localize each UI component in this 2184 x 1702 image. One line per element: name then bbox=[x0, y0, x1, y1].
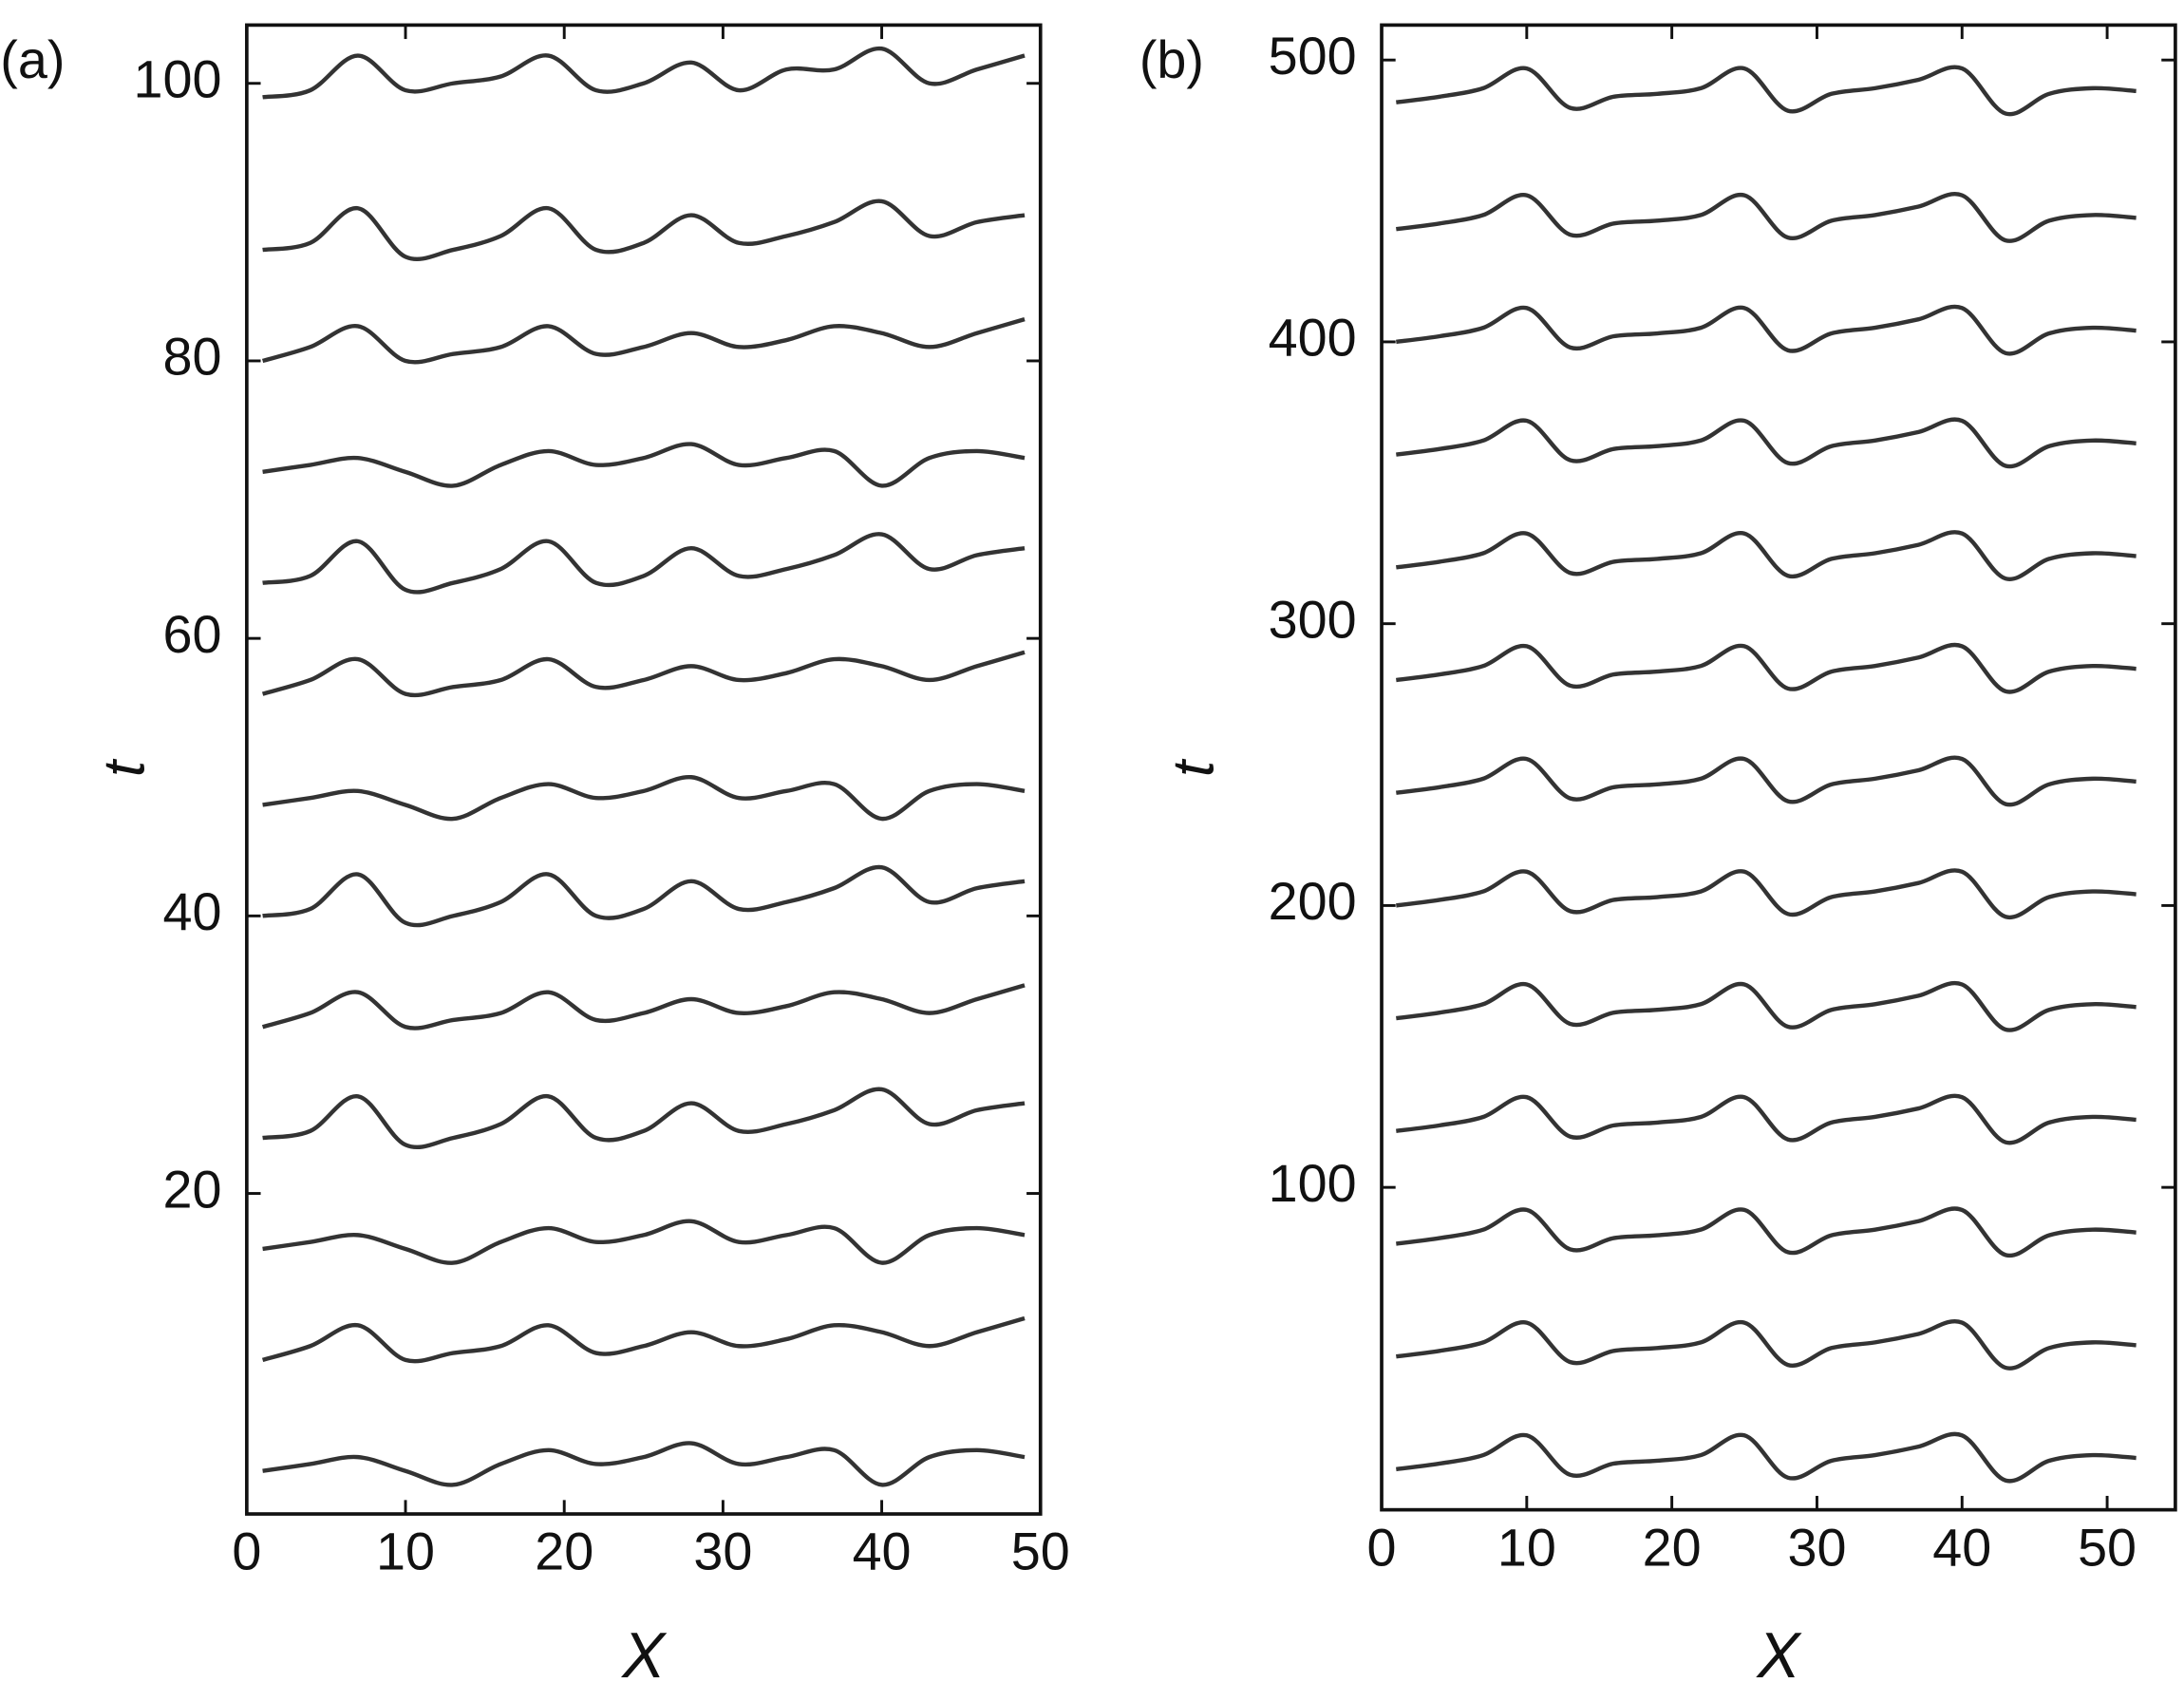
y-tick-label: 300 bbox=[1269, 590, 1357, 649]
profile-line bbox=[1396, 1206, 2137, 1258]
profile-line bbox=[262, 1219, 1026, 1265]
y-tick-label: 100 bbox=[134, 49, 222, 108]
x-tick-label: 50 bbox=[2078, 1518, 2137, 1577]
profile-line bbox=[1396, 1093, 2137, 1145]
x-tick-label: 30 bbox=[1787, 1518, 1846, 1577]
profile-line bbox=[262, 775, 1026, 822]
profile-line bbox=[1396, 642, 2137, 694]
profile-line bbox=[261, 983, 1026, 1031]
x-tick-label: 40 bbox=[1932, 1518, 1991, 1577]
profile-line bbox=[1396, 868, 2137, 920]
profile-line bbox=[262, 865, 1026, 928]
profile-line bbox=[261, 650, 1026, 698]
profile-line bbox=[1396, 65, 2137, 117]
x-tick-label: 50 bbox=[1011, 1522, 1070, 1581]
y-tick-label: 400 bbox=[1269, 309, 1357, 368]
y-tick-label: 40 bbox=[162, 882, 221, 941]
profile-line bbox=[262, 1087, 1026, 1150]
profile-line bbox=[1396, 417, 2137, 469]
profile-line bbox=[1396, 1431, 2137, 1484]
y-tick-label: 500 bbox=[1269, 27, 1357, 85]
profile-line bbox=[1396, 755, 2137, 807]
x-tick-label: 10 bbox=[1497, 1518, 1556, 1577]
y-axis-label: t bbox=[1161, 758, 1227, 777]
axes-frame bbox=[245, 23, 1043, 1516]
profile-line bbox=[1396, 530, 2137, 581]
profile-line bbox=[262, 532, 1026, 595]
profile-line bbox=[261, 317, 1026, 365]
panel-label: (a) bbox=[0, 30, 65, 89]
profile-line bbox=[262, 199, 1026, 262]
x-tick-label: 0 bbox=[1367, 1518, 1397, 1577]
x-tick-label: 10 bbox=[376, 1522, 435, 1581]
y-tick-label: 100 bbox=[1269, 1154, 1357, 1213]
y-tick-label: 80 bbox=[162, 328, 221, 387]
profile-line bbox=[261, 1315, 1026, 1364]
x-axis-label: X bbox=[1755, 1620, 1802, 1692]
x-tick-label: 30 bbox=[693, 1522, 752, 1581]
y-tick-label: 20 bbox=[162, 1160, 221, 1219]
y-axis-label: t bbox=[91, 758, 157, 777]
panel-label: (b) bbox=[1139, 30, 1204, 89]
x-tick-label: 20 bbox=[535, 1522, 593, 1581]
axes-frame bbox=[1380, 23, 2177, 1512]
profile-line bbox=[262, 442, 1026, 488]
profile-line bbox=[1396, 192, 2137, 243]
profile-line bbox=[262, 1441, 1026, 1487]
profile-line bbox=[1396, 304, 2137, 356]
y-tick-label: 200 bbox=[1269, 872, 1357, 931]
x-tick-label: 0 bbox=[232, 1522, 261, 1581]
y-tick-label: 60 bbox=[162, 605, 221, 664]
profile-line bbox=[1396, 980, 2137, 1032]
x-axis-label: X bbox=[620, 1620, 668, 1692]
x-tick-label: 20 bbox=[1643, 1518, 1702, 1577]
profile-line bbox=[262, 47, 1026, 100]
x-tick-label: 40 bbox=[853, 1522, 912, 1581]
profile-line bbox=[1396, 1319, 2137, 1371]
